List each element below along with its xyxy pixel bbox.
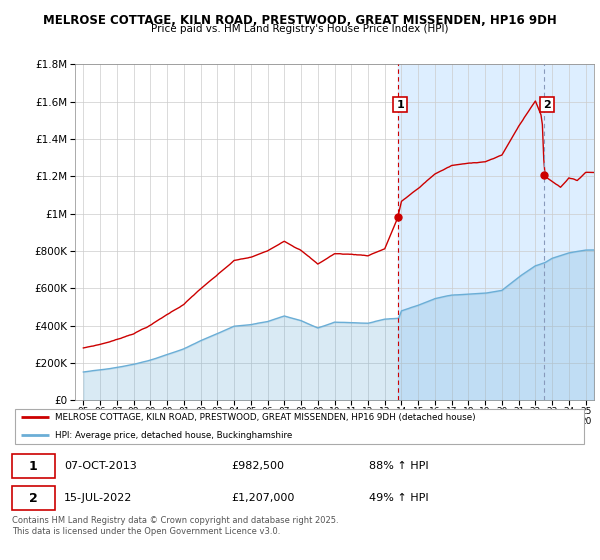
Text: HPI: Average price, detached house, Buckinghamshire: HPI: Average price, detached house, Buck… bbox=[55, 431, 292, 440]
Bar bbox=[398, 64, 594, 400]
FancyBboxPatch shape bbox=[12, 486, 55, 511]
Text: 15-JUL-2022: 15-JUL-2022 bbox=[64, 493, 132, 503]
Text: MELROSE COTTAGE, KILN ROAD, PRESTWOOD, GREAT MISSENDEN, HP16 9DH: MELROSE COTTAGE, KILN ROAD, PRESTWOOD, G… bbox=[43, 14, 557, 27]
FancyBboxPatch shape bbox=[15, 409, 584, 444]
Text: 07-OCT-2013: 07-OCT-2013 bbox=[64, 461, 137, 471]
Text: Contains HM Land Registry data © Crown copyright and database right 2025.
This d: Contains HM Land Registry data © Crown c… bbox=[12, 516, 338, 536]
Text: £982,500: £982,500 bbox=[231, 461, 284, 471]
FancyBboxPatch shape bbox=[12, 454, 55, 478]
Text: £1,207,000: £1,207,000 bbox=[231, 493, 294, 503]
Text: 88% ↑ HPI: 88% ↑ HPI bbox=[369, 461, 429, 471]
Text: 1: 1 bbox=[396, 100, 404, 110]
Text: MELROSE COTTAGE, KILN ROAD, PRESTWOOD, GREAT MISSENDEN, HP16 9DH (detached house: MELROSE COTTAGE, KILN ROAD, PRESTWOOD, G… bbox=[55, 413, 476, 422]
Text: Price paid vs. HM Land Registry's House Price Index (HPI): Price paid vs. HM Land Registry's House … bbox=[151, 24, 449, 34]
Text: 2: 2 bbox=[543, 100, 551, 110]
Text: 2: 2 bbox=[29, 492, 38, 505]
Text: 1: 1 bbox=[29, 460, 38, 473]
Text: 49% ↑ HPI: 49% ↑ HPI bbox=[369, 493, 429, 503]
